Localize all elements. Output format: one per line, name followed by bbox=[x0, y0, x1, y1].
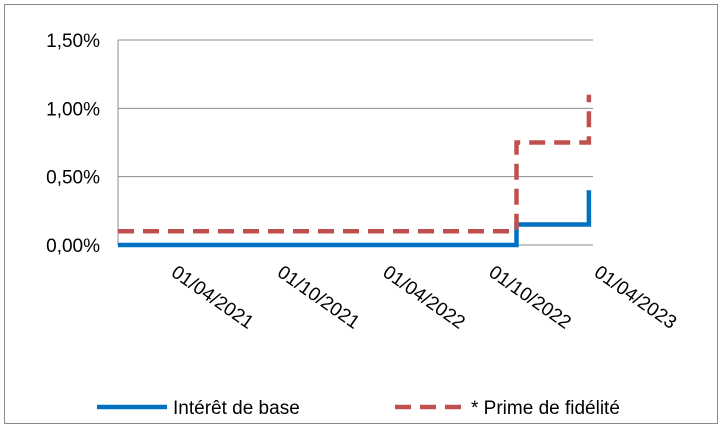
line-chart: 0,00%0,50%1,00%1,50% 01/04/2021 01/10/202… bbox=[46, 31, 680, 419]
x-tick-label: 01/10/2021 bbox=[273, 262, 363, 334]
legend-label: * Prime de fidélité bbox=[471, 398, 620, 419]
gridlines bbox=[117, 39, 593, 246]
legend: Intérêt de base * Prime de fidélité bbox=[97, 398, 620, 419]
x-tick-label: 01/04/2022 bbox=[379, 262, 469, 334]
chart-frame: 0,00% 0,50% 1,00% 1,50% 01/04/2021 01/10/202… bbox=[4, 4, 718, 424]
y-axis-ticks: 0,00% 0,50% 1,00% 1,50% bbox=[46, 31, 100, 257]
x-tick-label: 01/04/2023 bbox=[590, 262, 680, 334]
x-tick-label: 01/04/2021 bbox=[167, 262, 257, 334]
x-tick-label: 01/10/2022 bbox=[485, 262, 575, 334]
y-tick-label: 0,00% bbox=[46, 236, 100, 257]
series-line-prime-de-fidelite bbox=[118, 94, 592, 234]
y-tick-label: 0,50% bbox=[46, 168, 100, 189]
series-lines bbox=[118, 94, 592, 248]
y-tick-label: 1,50% bbox=[46, 31, 100, 52]
x-axis-ticks: 01/04/2021 01/10/2021 01/04/2022 01/10/2022… bbox=[167, 262, 680, 334]
y-tick-label: 1,00% bbox=[46, 99, 100, 120]
legend-label: Intérêt de base bbox=[173, 398, 300, 419]
